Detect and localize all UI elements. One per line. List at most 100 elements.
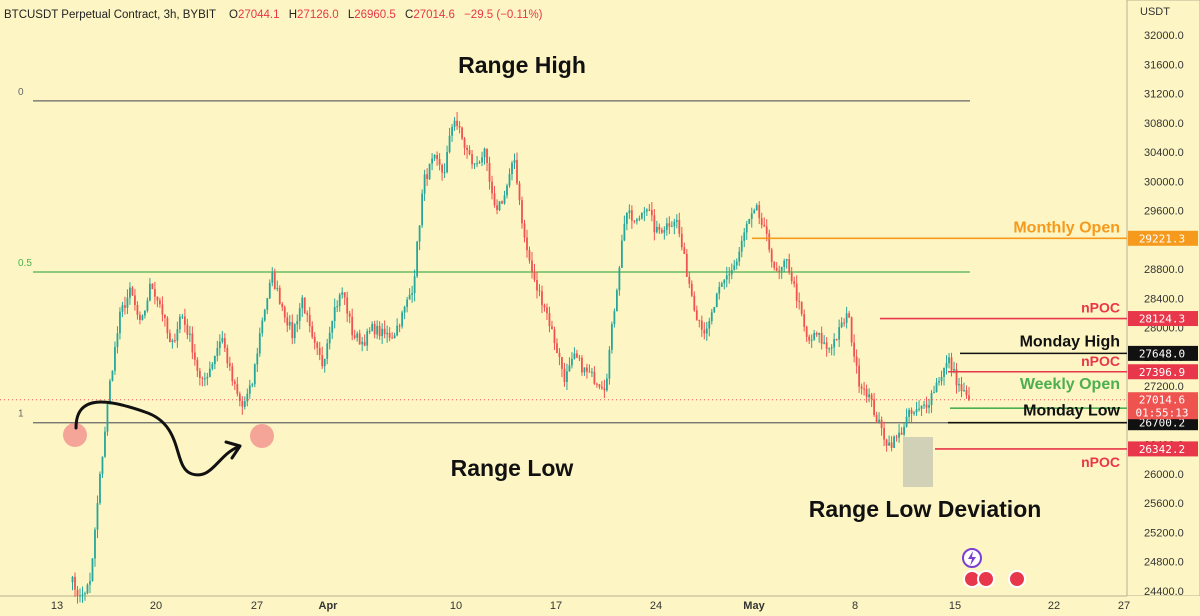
range-low-touch-marker [63,423,87,447]
candle-body [675,220,678,222]
candle-body [865,389,868,398]
level-price-box [1128,441,1198,457]
symbol-title: BTCUSDT Perpetual Contract, 3h, BYBIT [4,9,216,21]
candle-body [308,314,311,327]
candle-body [615,290,618,312]
time-axis-background [0,596,1200,616]
us-flag-event-icon[interactable] [1008,570,1026,588]
last-price-label: 27014.6 [1139,394,1185,407]
candle-body [331,320,334,333]
price-tick-label: 25600.0 [1144,498,1184,510]
candle-body [218,341,221,348]
time-tick-label: 13 [51,600,63,612]
time-tick-label: 27 [251,600,263,612]
candle-body [653,215,656,233]
level-price-label: 27396.9 [1139,366,1185,379]
candle-body [263,309,266,321]
candle-body [366,331,369,346]
candle-body [328,332,331,344]
candle-body [760,218,763,225]
candle-body [268,282,271,299]
candle-body [163,314,166,318]
candle-body [680,233,683,248]
candle-body [341,292,344,295]
candle-body [406,299,409,307]
candle-body [306,313,309,315]
price-tick-label: 24800.0 [1144,557,1184,569]
candle-body [576,353,578,358]
price-tick-label: 26000.0 [1144,469,1184,481]
candle-body [436,154,438,160]
candle-body [151,283,154,290]
candle-body [278,287,281,304]
candle-body [670,225,673,227]
candle-body [323,358,326,367]
candle-body [593,371,596,384]
price-tick-label: 30400.0 [1144,147,1184,159]
candle-body [134,295,136,306]
candle-body [501,201,503,204]
candle-body [206,376,209,379]
candle-body [638,218,641,220]
us-flag-event-icon[interactable] [977,570,995,588]
candle-body [488,163,491,182]
candle-body [333,307,336,321]
candle-body [283,307,286,318]
candle-body [688,276,691,284]
candle-body [104,431,106,457]
candle-body [526,237,528,251]
candle-body [571,358,573,366]
range-low-touch-marker [250,424,274,448]
candle-body [695,310,698,320]
candle-body [848,313,851,318]
candle-body [238,393,241,402]
candle-body [566,371,568,382]
candle-body [513,160,516,163]
candle-body [943,367,945,377]
candle-body [905,416,908,427]
level-price-box [1128,345,1198,361]
candle-body [398,325,401,327]
candle-body [418,225,421,242]
candle-body [648,209,651,211]
candle-body [101,456,104,474]
candle-body [750,213,753,219]
candle-body [221,338,224,342]
candle-body [346,297,349,314]
candle-body [236,383,239,394]
candle-body [416,241,419,277]
candle-body [266,298,269,310]
candle-body [321,355,324,367]
candle-body [960,384,963,392]
candle-body [468,150,471,155]
candle-body [99,473,101,504]
candle-body [923,404,925,406]
candle-body [483,148,486,158]
candle-body [915,409,918,413]
level-price-label: 26700.2 [1139,417,1185,430]
candle-body [800,301,803,314]
candle-body [109,380,111,405]
candle-body [603,388,606,391]
candle-body [663,229,666,233]
candle-body [388,332,391,338]
candle-body [578,357,581,359]
candle-body [833,339,836,348]
candle-body [855,356,858,366]
level-price-label: 27648.0 [1139,347,1185,360]
candle-body [703,329,706,334]
candle-body [543,305,546,308]
level-price-label: 28124.3 [1139,313,1185,326]
candle-body [813,332,816,340]
candle-body [313,336,316,343]
ohlc-text: BTCUSDT Perpetual Contract, 3h, BYBIT O2… [4,9,543,21]
candle-body [476,163,478,165]
candle-body [633,220,636,222]
candle-body [868,394,871,398]
ohlc-header: BTCUSDT Perpetual Contract, 3h, BYBIT O2… [4,9,543,21]
candle-body [963,390,965,392]
candle-body [835,339,838,341]
candle-body [493,193,496,206]
